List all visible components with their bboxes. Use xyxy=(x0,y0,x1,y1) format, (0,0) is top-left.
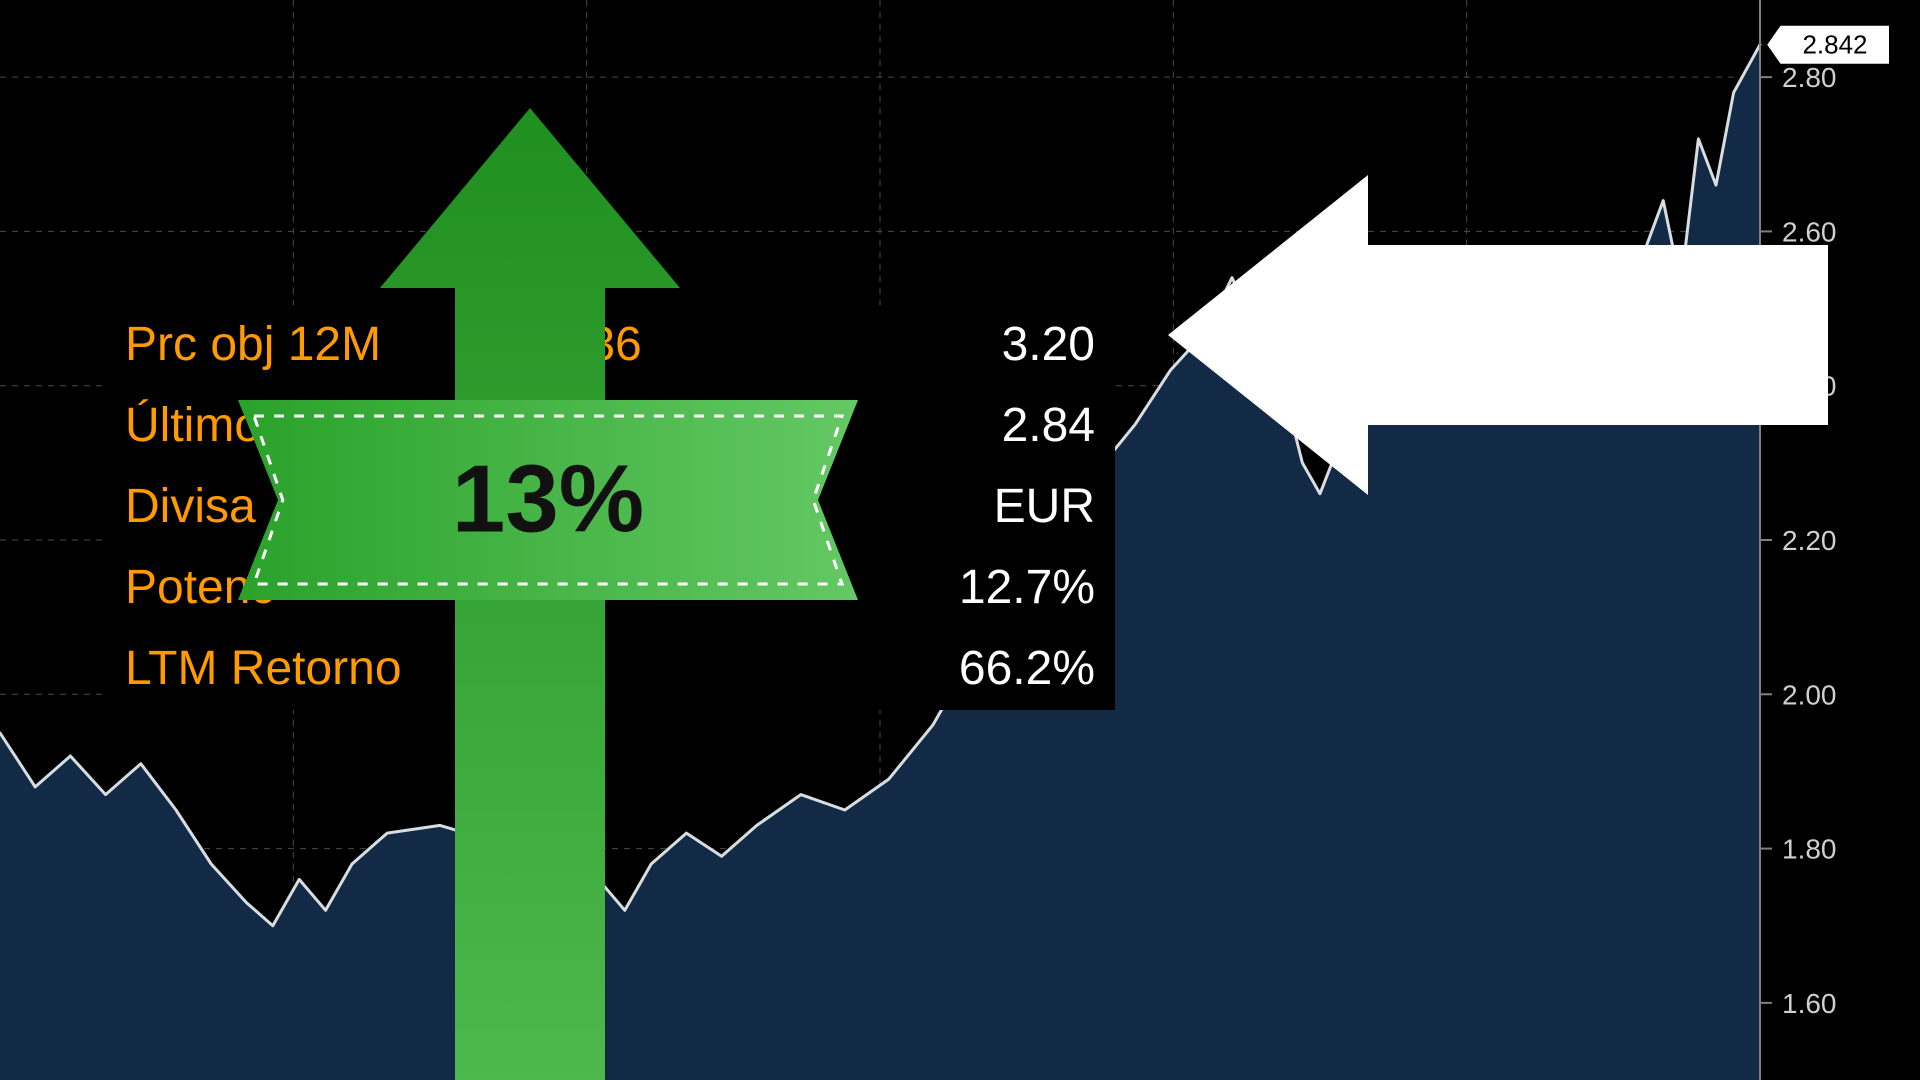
info-value: 3.20 xyxy=(1002,318,1095,371)
info-value: EUR xyxy=(994,480,1095,533)
green-banner-text: 13% xyxy=(452,445,644,552)
y-tick-label: 2.80 xyxy=(1782,62,1837,93)
y-tick-label: 1.60 xyxy=(1782,988,1837,1019)
price-chart: 1.601.802.002.202.402.602.802.842Prc obj… xyxy=(0,0,1920,1080)
info-label: LTM Retorno xyxy=(125,642,402,695)
info-value: 2.84 xyxy=(1002,399,1095,452)
info-label: Divisa xyxy=(125,480,256,533)
y-tick-label: 1.80 xyxy=(1782,834,1837,865)
y-tick-label: 2.00 xyxy=(1782,679,1837,710)
last-price-value: 2.842 xyxy=(1802,30,1867,60)
y-tick-label: 2.20 xyxy=(1782,525,1837,556)
info-label: Prc obj 12M xyxy=(125,318,381,371)
info-value: 66.2% xyxy=(959,642,1095,695)
y-tick-label: 2.60 xyxy=(1782,216,1837,247)
info-value: 12.7% xyxy=(959,561,1095,614)
